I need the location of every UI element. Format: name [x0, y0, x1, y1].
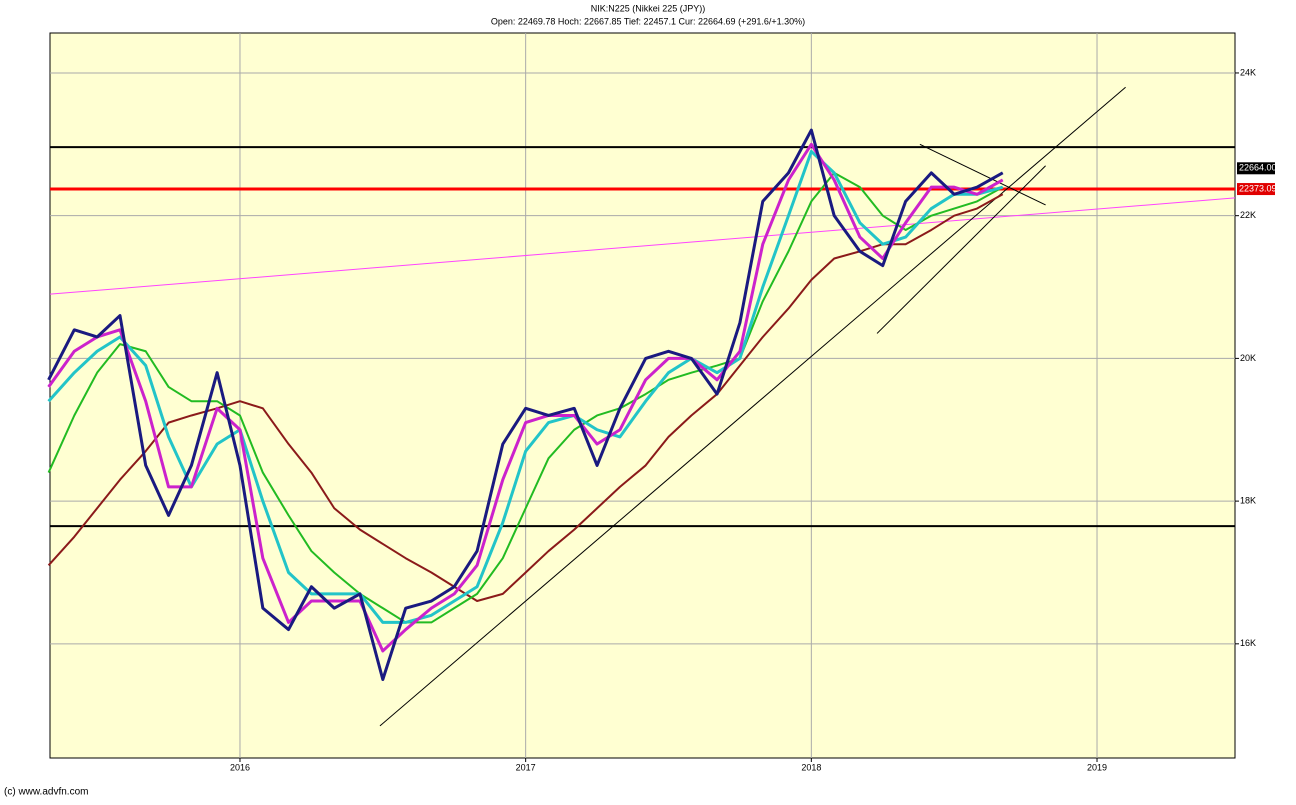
- series-line: [47, 193, 1004, 603]
- y-tick-label: 16K: [1240, 638, 1256, 648]
- x-tick-label: 2019: [1087, 762, 1107, 772]
- x-tick-label: 2016: [230, 762, 250, 772]
- trend-line: [49, 197, 1236, 295]
- trend-line: [876, 165, 1046, 334]
- price-label-box: [1237, 183, 1275, 196]
- y-tick-label: 18K: [1240, 495, 1256, 505]
- y-tick-label: 22K: [1240, 210, 1256, 220]
- chart-subtitle: Open: 22469.78 Hoch: 22667.85 Tief: 2245…: [491, 16, 805, 26]
- series-line: [47, 149, 1004, 624]
- y-tick-label: 24K: [1240, 67, 1256, 77]
- price-label: 22664.00: [1239, 163, 1277, 173]
- price-label: 22373.09: [1239, 183, 1277, 193]
- x-tick-label: 2018: [801, 762, 821, 772]
- footer: (c) www.advfn.com: [4, 787, 88, 798]
- series-line: [47, 142, 1004, 653]
- trend-line: [919, 143, 1046, 206]
- price-label-box: [1237, 162, 1275, 175]
- chart-title: NIK:N225 (Nikkei 225 (JPY)): [591, 3, 706, 13]
- series-line: [47, 128, 1004, 682]
- y-tick-label: 20K: [1240, 353, 1256, 363]
- x-tick-label: 2017: [516, 762, 536, 772]
- trend-line: [379, 86, 1126, 727]
